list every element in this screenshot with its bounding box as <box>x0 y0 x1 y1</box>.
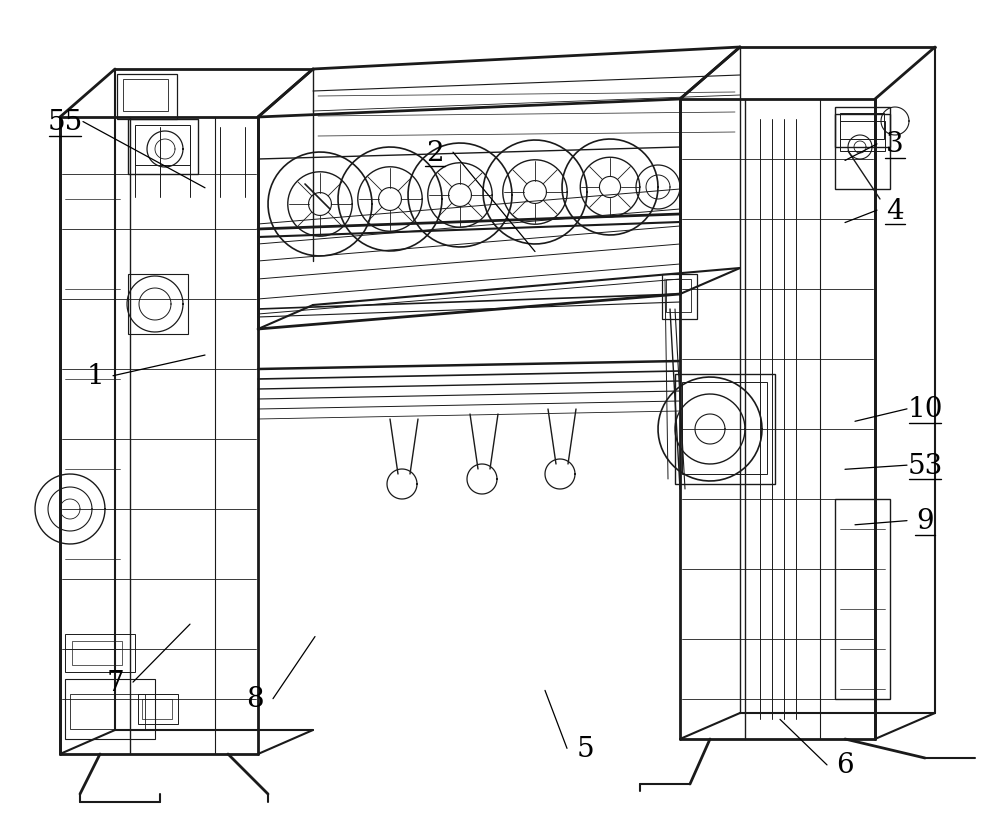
Text: 9: 9 <box>916 508 934 534</box>
Text: 4: 4 <box>886 198 904 224</box>
Text: 1: 1 <box>86 363 104 390</box>
Text: 6: 6 <box>836 752 854 778</box>
Bar <box>682 383 767 475</box>
Bar <box>70 694 145 729</box>
Bar <box>840 122 885 152</box>
Bar <box>835 500 890 699</box>
Bar <box>138 694 178 724</box>
Text: 10: 10 <box>907 396 943 423</box>
Bar <box>65 679 155 739</box>
Bar <box>840 114 884 140</box>
Bar <box>117 75 177 120</box>
Text: 7: 7 <box>106 669 124 696</box>
Text: 53: 53 <box>907 452 943 479</box>
Bar <box>662 275 697 319</box>
Text: 2: 2 <box>426 140 444 166</box>
Text: 3: 3 <box>886 131 904 158</box>
Bar <box>128 275 188 335</box>
Text: 8: 8 <box>246 686 264 712</box>
Bar <box>142 699 172 719</box>
Bar <box>675 375 775 485</box>
Bar <box>128 120 198 174</box>
Bar <box>835 108 890 148</box>
Bar <box>835 115 890 189</box>
Bar <box>72 641 122 665</box>
Bar <box>65 634 135 672</box>
Bar <box>123 80 168 112</box>
Text: 55: 55 <box>47 109 83 136</box>
Text: 5: 5 <box>576 735 594 762</box>
Bar <box>135 126 190 165</box>
Bar <box>666 280 691 313</box>
